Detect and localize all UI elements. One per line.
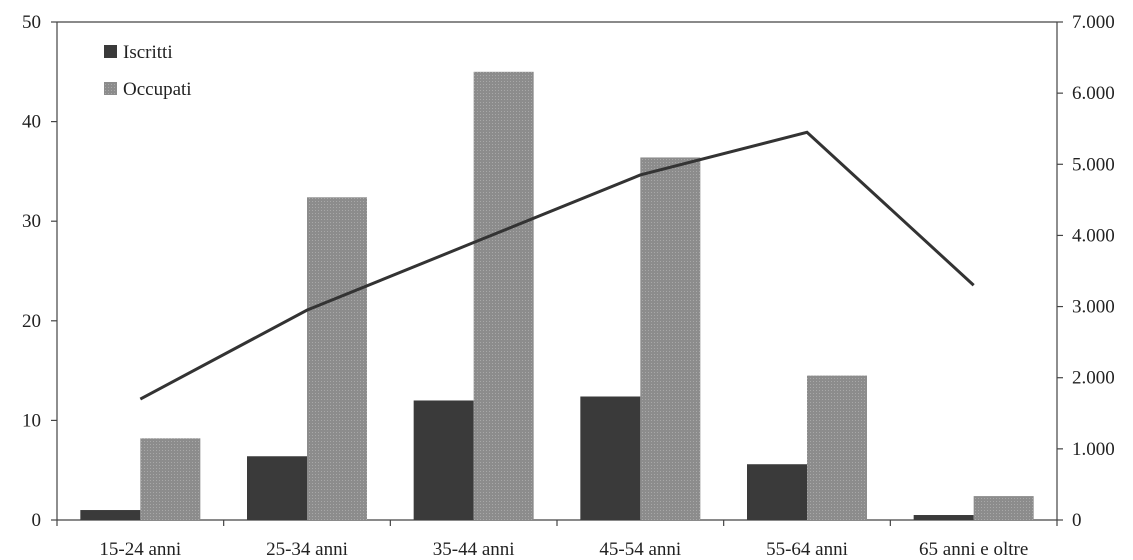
legend-label-occupati: Occupati <box>123 79 192 100</box>
bar-iscritti-4 <box>747 464 807 520</box>
bar-iscritti-2 <box>413 400 474 520</box>
left-tick-label: 50 <box>22 12 41 33</box>
x-axis-ticks: 15-24 anni 25-34 anni 35-44 anni 45-54 anni… <box>56 520 1058 560</box>
bar-iscritti-0 <box>80 510 141 520</box>
bar-occupati-0 <box>140 438 201 520</box>
bar-occupati-3 <box>640 157 701 520</box>
x-tick-label: 15-24 anni <box>99 539 181 560</box>
x-tick-label: 65 anni e oltre <box>919 539 1028 560</box>
bar-occupati-2 <box>473 71 534 521</box>
left-tick-label: 30 <box>22 211 41 232</box>
line-series-path <box>139 130 975 401</box>
legend-label-iscritti: Iscritti <box>123 42 173 63</box>
right-tick-label: 1.000 <box>1072 439 1115 460</box>
legend-swatch-iscritti <box>104 45 117 58</box>
plot-frame <box>56 21 1058 521</box>
bar-iscritti-5 <box>913 515 974 520</box>
left-axis-ticks: 0 10 20 30 40 50 <box>22 12 57 531</box>
x-tick-label: 45-54 anni <box>599 539 681 560</box>
left-tick-label: 10 <box>22 410 41 431</box>
bars <box>80 71 1034 521</box>
right-tick-label: 0 <box>1072 510 1082 531</box>
left-tick-label: 40 <box>22 112 41 133</box>
bar-occupati-5 <box>973 496 1034 520</box>
left-tick-label: 0 <box>32 510 42 531</box>
right-tick-label: 2.000 <box>1072 368 1115 389</box>
legend: Iscritti Occupati <box>104 42 192 100</box>
right-tick-label: 3.000 <box>1072 297 1115 318</box>
right-tick-label: 6.000 <box>1072 83 1115 104</box>
bar-occupati-1 <box>307 197 367 520</box>
line-series <box>139 130 975 401</box>
x-tick-label: 35-44 anni <box>433 539 515 560</box>
right-tick-label: 7.000 <box>1072 12 1115 33</box>
bar-occupati-4 <box>807 375 867 520</box>
bar-iscritti-3 <box>580 396 641 520</box>
left-tick-label: 20 <box>22 311 41 332</box>
right-tick-label: 5.000 <box>1072 154 1115 175</box>
legend-swatch-occupati <box>104 82 117 95</box>
bar-iscritti-1 <box>247 456 307 520</box>
x-tick-label: 55-64 anni <box>766 539 848 560</box>
right-tick-label: 4.000 <box>1072 225 1115 246</box>
x-tick-label: 25-34 anni <box>266 539 348 560</box>
right-axis-ticks: 0 1.000 2.000 3.000 4.000 5.000 6.000 7.000 <box>1057 12 1115 531</box>
